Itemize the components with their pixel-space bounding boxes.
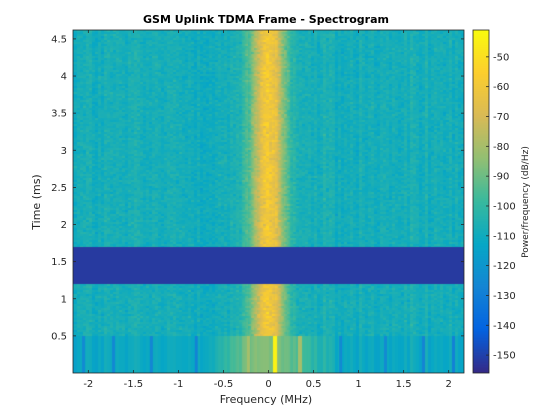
x-tick-label: 1.5 [396,379,412,390]
colorbar-tick-label: -110 [493,231,516,242]
y-tick-label: 2 [61,220,67,231]
y-tick-label: 1.5 [51,257,67,268]
colorbar-tick-label: -70 [493,112,509,123]
x-tick-label: -1 [173,379,183,390]
chart-title: GSM Uplink TDMA Frame - Spectrogram [143,13,389,26]
colorbar-tick-label: -100 [493,201,516,212]
spectrogram-plot-area: -2 -1.5 -1 -0.5 0 0.5 1 1.5 2 0.5 1 1.5 2 2.5 3 3.5 4 4.… [51,29,465,390]
x-axis-ticks: -2 -1.5 -1 -0.5 0 0.5 1 1.5 2 [83,30,452,390]
y-axis-label: Time (ms) [30,174,43,230]
colorbar-gradient [473,30,489,373]
y-tick-label: 3 [61,146,67,157]
y-tick-label: 3.5 [51,109,67,120]
colorbar-ticks: -50 -60 -70 -80 -90 -100 -110 -120 -130 -140 -150 [486,52,516,362]
x-tick-label: 0.5 [306,379,322,390]
colorbar-tick-label: -90 [493,172,509,183]
x-tick-label: 1 [355,379,361,390]
x-tick-label: 0 [265,379,271,390]
colorbar-tick-label: -80 [493,142,509,153]
colorbar-tick-label: -140 [493,321,516,332]
y-tick-label: 0.5 [51,331,67,342]
x-tick-label: 2 [445,379,451,390]
y-tick-label: 4 [61,72,67,83]
y-tick-label: 1 [61,294,67,305]
x-tick-label: -0.5 [214,379,234,390]
y-tick-label: 4.5 [51,34,67,45]
x-tick-label: -2 [83,379,93,390]
x-axis-label: Frequency (MHz) [220,393,312,406]
colorbar: -50-60-70-80-90-100-110-120-130-140-150 … [472,29,531,374]
spectrogram-heatmap [73,30,464,373]
colorbar-tick-label: -150 [493,351,516,362]
colorbar-tick-label: -120 [493,261,516,272]
y-axis-ticks: 0.5 1 1.5 2 2.5 3 3.5 4 4.5 [51,34,464,342]
colorbar-tick-label: -130 [493,291,516,302]
y-tick-label: 2.5 [51,183,67,194]
colorbar-label: Power/frequency (dB/Hz) [521,146,531,258]
colorbar-tick-label: -50 [493,52,509,63]
colorbar-tick-label: -60 [493,82,509,93]
x-tick-label: -1.5 [124,379,144,390]
